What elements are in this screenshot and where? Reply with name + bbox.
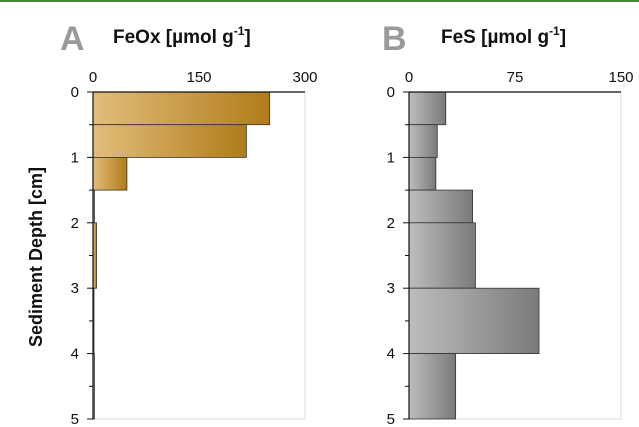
- panel-b-x-tick-labels: 0 75 150: [405, 69, 634, 86]
- panel-a-bars: [92, 91, 271, 420]
- panel-b-bar-2: [408, 156, 437, 191]
- panel-b-y-tick-label: 1: [387, 149, 395, 166]
- panel-b-x-tick-label: 150: [608, 69, 633, 86]
- panel-b-bar-3: [408, 189, 473, 224]
- panel-a-y-tick-label: 0: [71, 84, 79, 101]
- y-axis-label: Sediment Depth [cm]: [26, 167, 46, 347]
- panel-a: A FeOx [µmol g-1] 0 150 300 0 1 2 3 4 5: [60, 20, 318, 427]
- panel-a-x-tick-label: 150: [186, 69, 211, 86]
- panel-a-title: FeOx [µmol g-1]: [113, 24, 251, 48]
- panel-b-y-tick-label: 4: [387, 346, 395, 363]
- panel-b-y-tick-label: 3: [387, 280, 395, 297]
- panel-b-bar-0: [408, 91, 447, 126]
- panel-a-y-tick-label: 2: [71, 215, 79, 232]
- panel-b-bar-4: [408, 222, 476, 289]
- panel-b-y-tick-label: 5: [387, 411, 395, 427]
- panel-b: B FeS [µmol g-1] 0 75 150 0 1 2 3 4 5: [382, 20, 634, 427]
- panel-a-x-tick-label: 300: [292, 69, 317, 86]
- panel-a-x-tick-labels: 0 150 300: [89, 69, 318, 86]
- panel-b-y-ticks: 0 1 2 3 4 5: [387, 84, 409, 427]
- panel-a-y-tick-label: 4: [71, 346, 79, 363]
- panel-b-bars: [408, 91, 540, 420]
- panel-a-x-tick-label: 0: [89, 69, 97, 86]
- panel-b-bar-5: [408, 287, 540, 355]
- panel-a-y-tick-label: 3: [71, 280, 79, 297]
- panel-b-y-tick-label: 2: [387, 215, 395, 232]
- panel-a-letter: A: [60, 20, 85, 58]
- panel-a-y-tick-label: 1: [71, 149, 79, 166]
- panel-b-bar-6: [408, 353, 457, 420]
- panel-a-y-tick-label: 5: [71, 411, 79, 427]
- panel-b-x-tick-label: 75: [507, 69, 524, 86]
- panel-b-y-tick-label: 0: [387, 84, 395, 101]
- panel-a-bar-0: [92, 91, 271, 126]
- panel-b-letter: B: [382, 20, 407, 58]
- panel-b-title: FeS [µmol g-1]: [441, 24, 566, 48]
- panel-a-bar-1: [92, 124, 247, 158]
- panel-a-y-ticks: 0 1 2 3 4 5: [71, 84, 93, 427]
- panel-a-bar-2: [92, 156, 128, 191]
- panel-b-bar-1: [408, 124, 438, 158]
- top-rule: [0, 0, 639, 2]
- panel-b-x-tick-label: 0: [405, 69, 413, 86]
